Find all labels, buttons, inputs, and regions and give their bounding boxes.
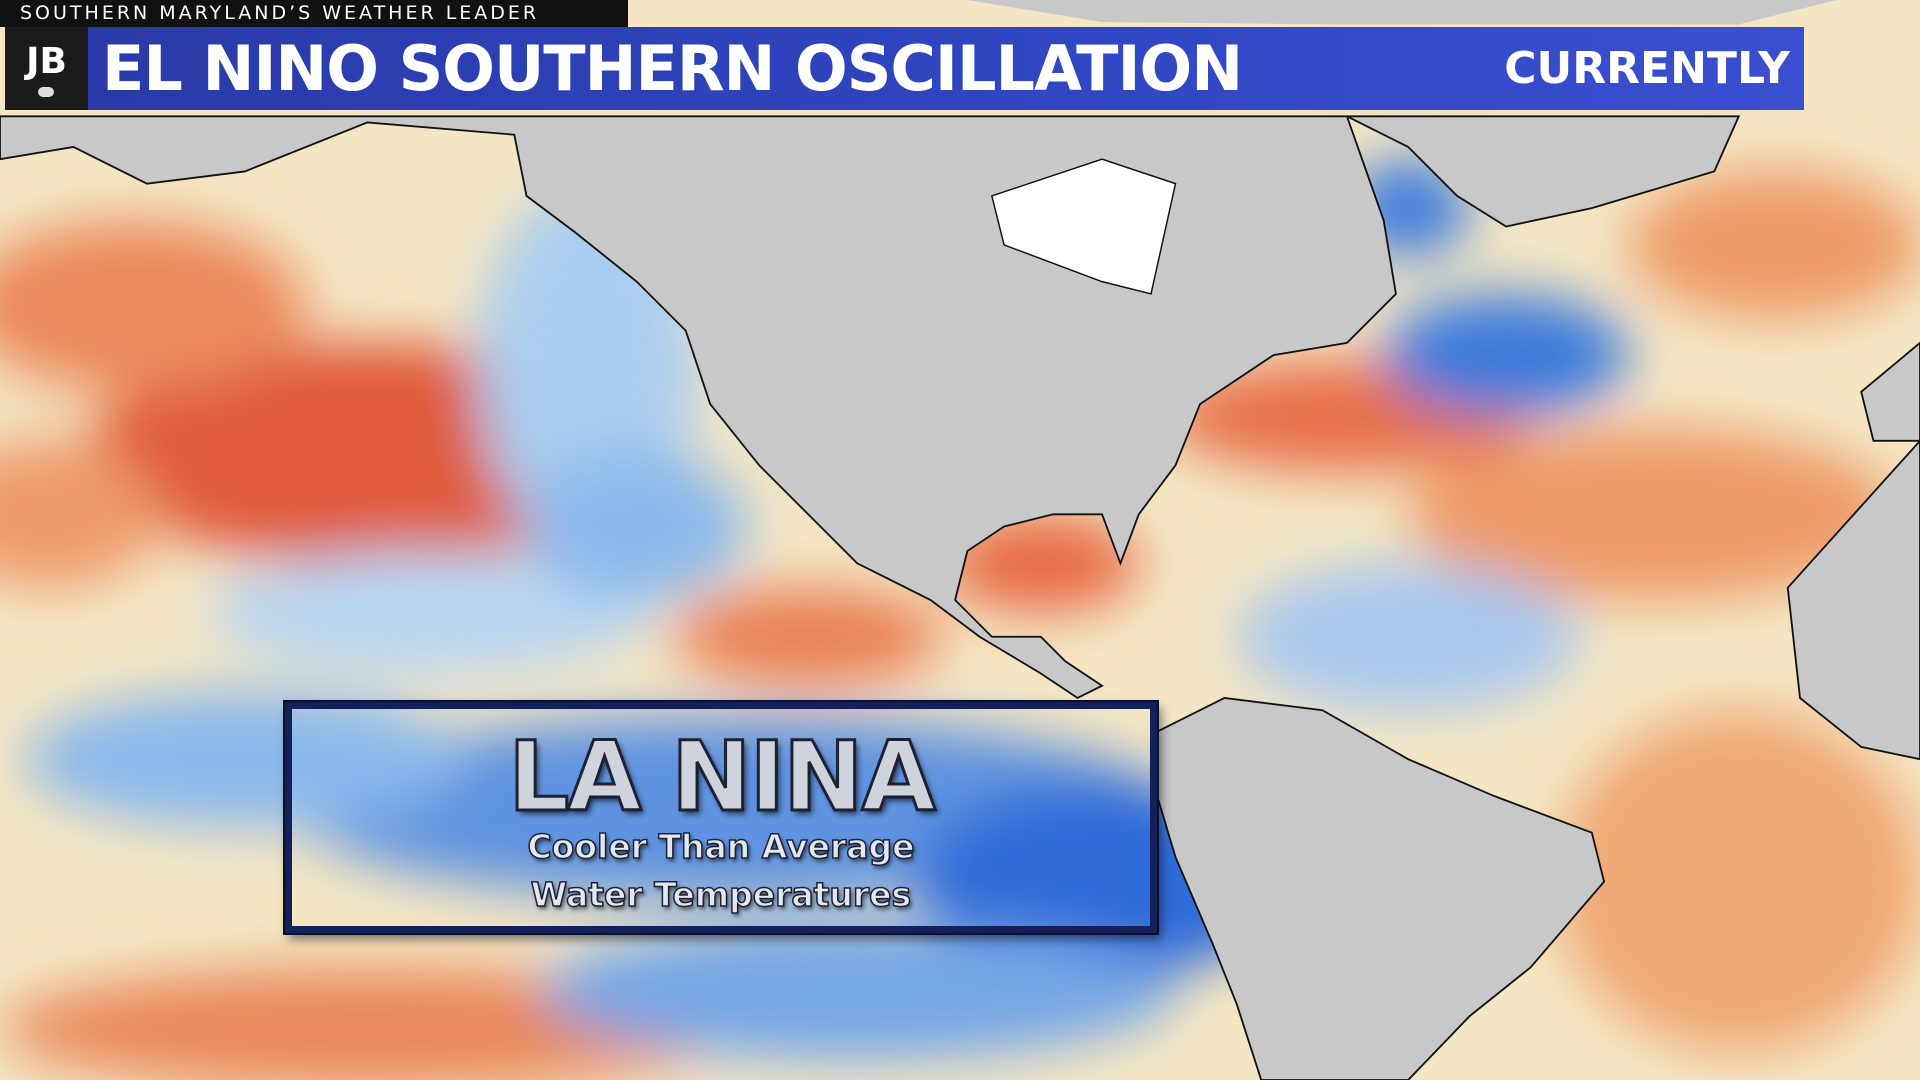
logo-icon <box>38 87 54 97</box>
title-banner: EL NINO SOUTHERN OSCILLATION CURRENTLY <box>88 27 1804 110</box>
anomaly-field <box>0 159 1920 1080</box>
callout-title: LA NINA <box>507 721 938 833</box>
logo-text: JB <box>26 41 67 82</box>
hudson-bay <box>990 158 1177 295</box>
banner-label: CURRENTLY <box>1504 43 1790 94</box>
banner-title: EL NINO SOUTHERN OSCILLATION <box>102 32 1243 105</box>
callout-line: Cooler Than Average <box>527 826 916 867</box>
station-logo: JB <box>5 27 88 110</box>
tagline: SOUTHERN MARYLAND’S WEATHER LEADER <box>0 0 628 27</box>
arctic-land <box>967 0 1837 25</box>
callout-line: Water Temperatures <box>530 874 912 915</box>
callout-box: LA NINA Cooler Than Average Water Temper… <box>285 702 1157 933</box>
